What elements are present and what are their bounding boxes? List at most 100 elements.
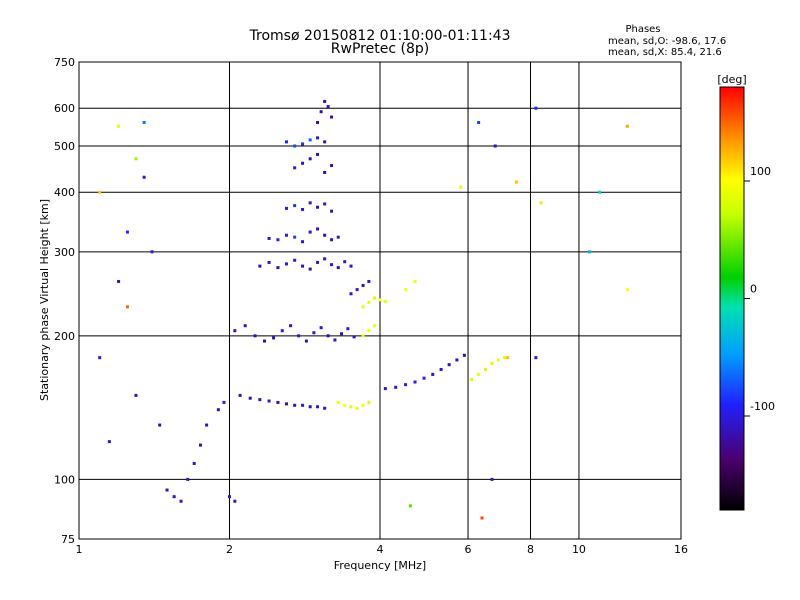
- echo-point: [192, 461, 196, 465]
- echo-point: [107, 440, 111, 444]
- echo-point: [514, 180, 518, 184]
- echo-point: [323, 99, 327, 103]
- echo-point: [272, 336, 276, 340]
- echo-point: [117, 279, 121, 283]
- y-tick-label: 300: [54, 246, 75, 259]
- echo-point: [330, 164, 334, 168]
- echo-point: [598, 190, 602, 194]
- y-tick-labels: 75 100 200 300 400 500 600 750: [54, 56, 75, 546]
- echo-point: [297, 334, 301, 338]
- colorbar-tick-label: -100: [750, 400, 775, 413]
- echo-point: [304, 339, 308, 343]
- x-tick-label: 2: [226, 543, 233, 556]
- echo-point: [323, 233, 327, 237]
- echo-point: [233, 499, 237, 503]
- echo-point: [349, 264, 353, 268]
- x-tick-label: 6: [465, 543, 472, 556]
- echo-point: [276, 266, 280, 270]
- echo-point: [408, 504, 412, 508]
- echo-point: [301, 161, 305, 165]
- echo-point: [373, 324, 377, 328]
- echo-point: [373, 296, 377, 300]
- echo-point: [98, 356, 102, 360]
- echo-point: [280, 329, 284, 333]
- echo-point: [480, 516, 484, 520]
- x-tick-label: 8: [527, 543, 534, 556]
- echo-point: [336, 266, 340, 270]
- echo-point: [263, 339, 267, 343]
- echo-point: [361, 334, 365, 338]
- echo-point: [308, 230, 312, 234]
- echo-point: [534, 106, 538, 110]
- echo-point: [339, 332, 343, 336]
- echo-point: [349, 292, 353, 296]
- y-tick-label: 200: [54, 330, 75, 343]
- echo-point: [258, 398, 262, 402]
- echo-point: [361, 305, 365, 309]
- echo-point: [186, 477, 190, 481]
- echo-point: [233, 329, 237, 333]
- echo-point: [125, 230, 129, 234]
- info-line-o: mean, sd,O: -98.6, 17.6: [608, 36, 726, 47]
- echo-point: [308, 405, 312, 409]
- echo-point: [459, 185, 463, 189]
- echo-point: [276, 238, 280, 242]
- echo-point: [323, 140, 327, 144]
- echo-point: [172, 495, 176, 499]
- echo-point: [222, 400, 226, 404]
- echo-point: [404, 383, 408, 387]
- echo-point: [367, 300, 371, 304]
- echo-point: [316, 152, 320, 156]
- echo-point: [422, 376, 426, 380]
- echo-point: [125, 305, 129, 309]
- echo-point: [319, 326, 323, 330]
- echo-point: [439, 367, 443, 371]
- echo-point: [276, 400, 280, 404]
- echo-point: [284, 206, 288, 210]
- echo-point: [483, 367, 487, 371]
- echo-point: [267, 399, 271, 403]
- echo-point: [336, 400, 340, 404]
- echo-point: [293, 235, 297, 239]
- echo-point: [301, 264, 305, 268]
- echo-point: [534, 356, 538, 360]
- echo-point: [316, 205, 320, 209]
- echo-point: [301, 142, 305, 146]
- echo-point: [248, 396, 252, 400]
- x-tick-label: 16: [674, 543, 688, 556]
- echo-point: [267, 260, 271, 264]
- echo-point: [413, 279, 417, 283]
- echo-point: [179, 499, 183, 503]
- echo-point: [394, 385, 398, 389]
- echo-point: [158, 423, 162, 427]
- echo-point: [142, 121, 146, 125]
- grid: [79, 62, 681, 539]
- x-tick-label: 4: [377, 543, 384, 556]
- echo-point: [293, 166, 297, 170]
- echo-point: [301, 207, 305, 211]
- echo-point: [323, 202, 327, 206]
- echo-point: [308, 138, 312, 142]
- echo-point: [588, 250, 592, 254]
- y-tick-label: 400: [54, 186, 75, 199]
- echo-point: [284, 262, 288, 266]
- echo-point: [289, 324, 293, 328]
- x-tick-labels: 1 2 4 6 8 10 16: [76, 543, 689, 556]
- echo-point: [301, 240, 305, 244]
- echo-point: [326, 105, 330, 109]
- echo-point: [98, 190, 102, 194]
- echo-point: [323, 406, 327, 410]
- echo-point: [330, 238, 334, 242]
- echo-point: [361, 403, 365, 407]
- echo-point: [316, 136, 320, 140]
- echo-point: [490, 361, 494, 365]
- echo-point: [625, 124, 629, 128]
- echo-point: [199, 443, 203, 447]
- echo-point: [539, 201, 543, 205]
- echo-point: [238, 393, 242, 397]
- echo-point: [343, 403, 347, 407]
- echo-point: [352, 335, 356, 339]
- echo-point: [413, 380, 417, 384]
- colorbar-tick-label: 100: [750, 165, 771, 178]
- echo-point: [316, 405, 320, 409]
